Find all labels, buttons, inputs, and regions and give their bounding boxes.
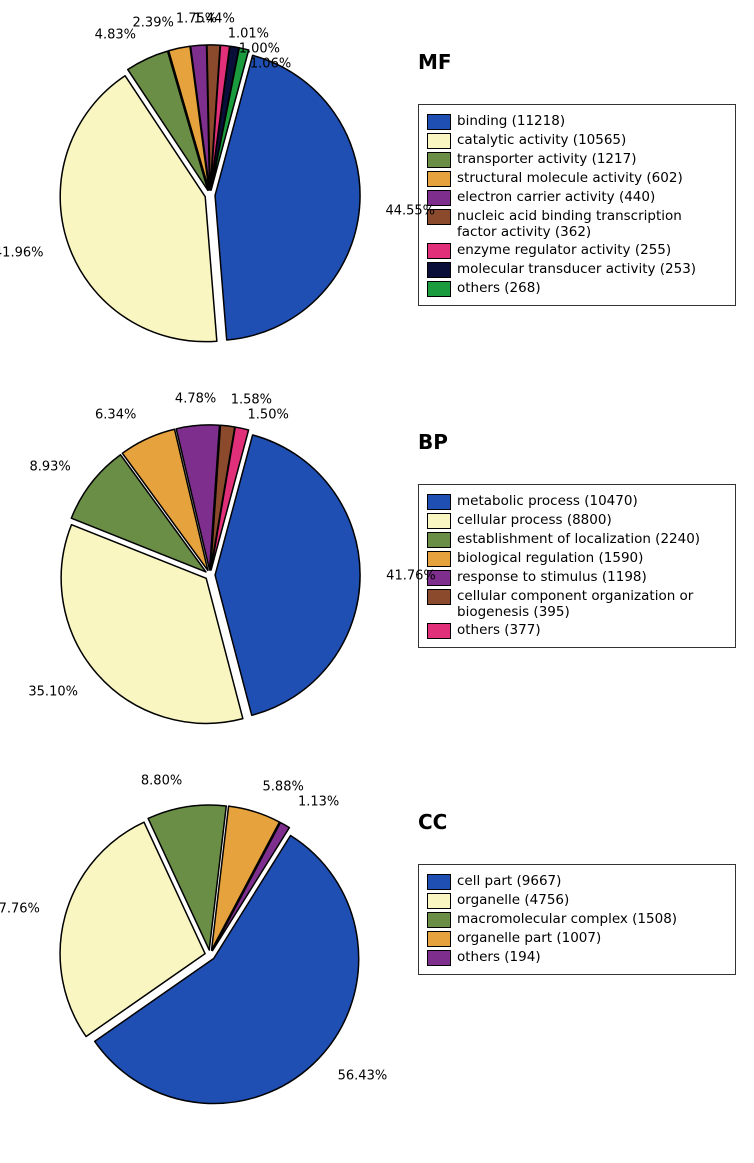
legend-row-mf-8: others (268) bbox=[427, 280, 727, 297]
legend-label-mf-1: catalytic activity (10565) bbox=[457, 132, 626, 148]
panel-title-bp: BP bbox=[418, 430, 748, 454]
legend-row-bp-1: cellular process (8800) bbox=[427, 512, 727, 529]
legend-label-bp-0: metabolic process (10470) bbox=[457, 493, 638, 509]
legend-row-mf-6: enzyme regulator activity (255) bbox=[427, 242, 727, 259]
panel-title-mf: MF bbox=[418, 50, 748, 74]
pct-label-mf-3: 2.39% bbox=[133, 15, 174, 30]
panel-bp: 41.76% 35.10% 8.93% 6.34% 4.78% 1.58%1.50% BP m… bbox=[10, 390, 754, 750]
legend-swatch-bp-6 bbox=[427, 623, 451, 639]
legend-swatch-cc-2 bbox=[427, 912, 451, 928]
right-col-mf: MF binding (11218) catalytic activity (105… bbox=[410, 10, 748, 306]
legend-swatch-mf-2 bbox=[427, 152, 451, 168]
pct-label-mf-8: 1.06% bbox=[250, 56, 291, 71]
pct-label-cc-1: 27.76% bbox=[0, 902, 40, 917]
legend-cc: cell part (9667) organelle (4756) macromol… bbox=[418, 864, 736, 975]
legend-swatch-mf-3 bbox=[427, 171, 451, 187]
pct-label-bp-0: 41.76% bbox=[386, 568, 436, 583]
legend-swatch-mf-6 bbox=[427, 243, 451, 259]
legend-label-cc-2: macromolecular complex (1508) bbox=[457, 911, 677, 927]
pct-label-mf-6: 1.01% bbox=[228, 26, 269, 41]
legend-row-cc-1: organelle (4756) bbox=[427, 892, 727, 909]
legend-label-bp-1: cellular process (8800) bbox=[457, 512, 612, 528]
legend-swatch-bp-0 bbox=[427, 494, 451, 510]
panel-mf: 44.55%41.96%4.83%2.39%1.75%1.44%1.01%1.0… bbox=[10, 10, 754, 370]
pct-label-cc-3: 5.88% bbox=[263, 779, 304, 794]
legend-label-cc-4: others (194) bbox=[457, 949, 541, 965]
right-col-cc: CC cell part (9667) organelle (4756) macrom… bbox=[410, 770, 748, 975]
pct-label-cc-4: 1.13% bbox=[298, 795, 339, 810]
legend-row-cc-3: organelle part (1007) bbox=[427, 930, 727, 947]
legend-label-mf-0: binding (11218) bbox=[457, 113, 565, 129]
pct-label-cc-0: 56.43% bbox=[338, 1069, 388, 1084]
pct-label-mf-0: 44.55% bbox=[385, 203, 435, 218]
legend-row-cc-0: cell part (9667) bbox=[427, 873, 727, 890]
legend-row-cc-4: others (194) bbox=[427, 949, 727, 966]
pct-label-bp-6: 1.50% bbox=[248, 408, 289, 423]
legend-label-mf-5: nucleic acid binding transcription facto… bbox=[457, 208, 717, 240]
legend-swatch-cc-4 bbox=[427, 950, 451, 966]
right-col-bp: BP metabolic process (10470) cellular proc… bbox=[410, 390, 748, 648]
legend-label-mf-6: enzyme regulator activity (255) bbox=[457, 242, 671, 258]
legend-row-bp-2: establishment of localization (2240) bbox=[427, 531, 727, 548]
legend-label-mf-7: molecular transducer activity (253) bbox=[457, 261, 696, 277]
legend-row-bp-3: biological regulation (1590) bbox=[427, 550, 727, 567]
legend-row-cc-2: macromolecular complex (1508) bbox=[427, 911, 727, 928]
legend-label-mf-3: structural molecule activity (602) bbox=[457, 170, 683, 186]
legend-swatch-mf-1 bbox=[427, 133, 451, 149]
pct-label-bp-3: 6.34% bbox=[95, 407, 136, 422]
legend-swatch-mf-8 bbox=[427, 281, 451, 297]
legend-row-bp-5: cellular component organization or bioge… bbox=[427, 588, 727, 620]
pct-label-mf-1: 41.96% bbox=[0, 245, 43, 260]
legend-swatch-bp-1 bbox=[427, 513, 451, 529]
legend-label-cc-1: organelle (4756) bbox=[457, 892, 569, 908]
legend-swatch-cc-0 bbox=[427, 874, 451, 890]
legend-row-mf-5: nucleic acid binding transcription facto… bbox=[427, 208, 727, 240]
legend-row-mf-0: binding (11218) bbox=[427, 113, 727, 130]
pct-label-bp-5: 1.58% bbox=[231, 393, 272, 408]
legend-label-cc-0: cell part (9667) bbox=[457, 873, 561, 889]
pie-wrap-mf: 44.55%41.96%4.83%2.39%1.75%1.44%1.01%1.0… bbox=[10, 10, 410, 370]
legend-label-mf-2: transporter activity (1217) bbox=[457, 151, 636, 167]
legend-swatch-cc-3 bbox=[427, 931, 451, 947]
pct-label-mf-2: 4.83% bbox=[95, 28, 136, 43]
slice-mf-0 bbox=[215, 55, 360, 340]
legend-row-mf-7: molecular transducer activity (253) bbox=[427, 261, 727, 278]
legend-row-mf-1: catalytic activity (10565) bbox=[427, 132, 727, 149]
legend-label-mf-8: others (268) bbox=[457, 280, 541, 296]
panel-cc: 56.43%27.76%8.80%5.88%1.13%CCcell part (… bbox=[10, 770, 754, 1130]
pct-label-mf-7: 1.00% bbox=[239, 41, 280, 56]
pct-label-bp-2: 8.93% bbox=[29, 460, 70, 475]
legend-swatch-bp-5 bbox=[427, 589, 451, 605]
pie-wrap-bp: 41.76%35.10%8.93%6.34%4.78%1.58%1.50% bbox=[10, 390, 410, 750]
legend-row-bp-0: metabolic process (10470) bbox=[427, 493, 727, 510]
pie-wrap-cc: 56.43%27.76%8.80%5.88%1.13% bbox=[10, 770, 410, 1130]
legend-bp: metabolic process (10470) cellular proces… bbox=[418, 484, 736, 648]
legend-swatch-bp-3 bbox=[427, 551, 451, 567]
legend-row-mf-2: transporter activity (1217) bbox=[427, 151, 727, 168]
legend-row-bp-6: others (377) bbox=[427, 622, 727, 639]
legend-swatch-mf-0 bbox=[427, 114, 451, 130]
legend-swatch-cc-1 bbox=[427, 893, 451, 909]
legend-label-bp-2: establishment of localization (2240) bbox=[457, 531, 700, 547]
pct-label-cc-2: 8.80% bbox=[141, 774, 182, 789]
legend-swatch-mf-7 bbox=[427, 262, 451, 278]
legend-mf: binding (11218) catalytic activity (10565… bbox=[418, 104, 736, 306]
legend-label-bp-6: others (377) bbox=[457, 622, 541, 638]
legend-row-bp-4: response to stimulus (1198) bbox=[427, 569, 727, 586]
legend-label-bp-5: cellular component organization or bioge… bbox=[457, 588, 717, 620]
legend-label-bp-3: biological regulation (1590) bbox=[457, 550, 643, 566]
legend-row-mf-3: structural molecule activity (602) bbox=[427, 170, 727, 187]
figure-root: 44.55%41.96%4.83%2.39%1.75%1.44%1.01%1.0… bbox=[10, 10, 754, 1130]
legend-label-bp-4: response to stimulus (1198) bbox=[457, 569, 647, 585]
pct-label-mf-5: 1.44% bbox=[194, 11, 235, 26]
slice-bp-0 bbox=[215, 435, 360, 715]
legend-label-cc-3: organelle part (1007) bbox=[457, 930, 601, 946]
panel-title-cc: CC bbox=[418, 810, 748, 834]
pie-mf bbox=[10, 10, 410, 370]
pct-label-bp-4: 4.78% bbox=[175, 392, 216, 407]
pct-label-bp-1: 35.10% bbox=[28, 684, 78, 699]
legend-swatch-bp-2 bbox=[427, 532, 451, 548]
legend-label-mf-4: electron carrier activity (440) bbox=[457, 189, 655, 205]
legend-row-mf-4: electron carrier activity (440) bbox=[427, 189, 727, 206]
